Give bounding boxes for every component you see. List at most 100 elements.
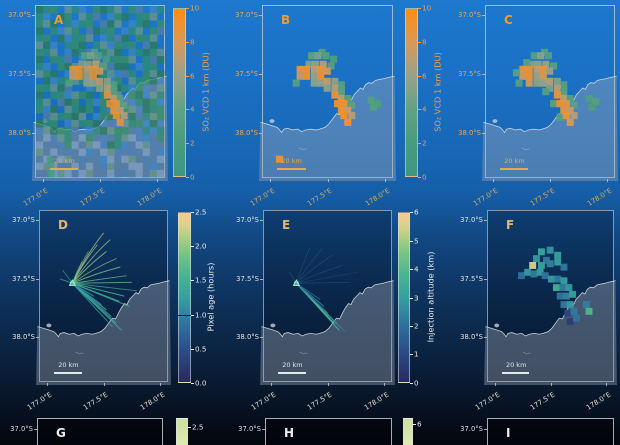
noise-pixel xyxy=(114,41,122,50)
panel-b-canvas xyxy=(259,48,396,181)
noise-pixel xyxy=(156,105,165,114)
data-pixel xyxy=(75,65,83,73)
noise-pixel xyxy=(128,6,136,14)
data-pixel xyxy=(534,60,542,68)
noise-pixel xyxy=(135,6,144,14)
noise-pixel xyxy=(149,134,158,142)
noise-pixel xyxy=(50,105,58,114)
noise-pixel xyxy=(107,27,115,35)
data-pixel xyxy=(563,292,570,300)
colorbar-tick-label: 10 xyxy=(190,3,200,13)
data-pixel xyxy=(96,77,104,85)
data-pixel xyxy=(46,163,55,171)
data-pixel xyxy=(103,84,111,92)
noise-pixel xyxy=(107,70,115,78)
noise-pixel xyxy=(128,155,136,164)
noise-pixel xyxy=(121,55,129,64)
cb-age: 2.5 2.0 1.5 1.0 0.5 0.0 xyxy=(178,208,206,388)
noise-pixel xyxy=(114,55,122,64)
lake-outline xyxy=(299,351,308,355)
noise-pixel xyxy=(128,134,136,142)
noise-pixel xyxy=(107,141,115,149)
data-pixel xyxy=(317,72,325,80)
colorbar-tick-label: 8 xyxy=(422,37,427,47)
noise-pixel xyxy=(78,20,87,28)
data-pixel xyxy=(588,103,596,111)
panel-letter-d: D xyxy=(58,218,69,232)
cb-g: 2.5 xyxy=(176,418,203,445)
noise-pixel xyxy=(78,41,87,50)
noise-pixel xyxy=(78,77,87,85)
noise-pixel xyxy=(36,20,44,28)
data-pixel xyxy=(322,52,330,60)
data-pixel xyxy=(533,79,541,87)
noise-pixel xyxy=(107,119,115,128)
colorbar-tick-mark xyxy=(418,143,421,145)
noise-pixel xyxy=(121,148,129,157)
noise-pixel xyxy=(57,155,65,164)
lon-tick-label: 178.0°E xyxy=(135,186,164,208)
noise-pixel xyxy=(36,84,44,92)
data-pixel xyxy=(565,284,573,292)
small-island xyxy=(269,119,275,123)
data-pixel xyxy=(310,65,318,73)
noise-pixel xyxy=(142,169,151,178)
noise-pixel xyxy=(100,112,108,121)
noise-pixel xyxy=(100,34,108,42)
data-pixel xyxy=(89,72,97,80)
lake-outline xyxy=(522,351,531,355)
noise-pixel xyxy=(57,162,65,171)
data-pixel xyxy=(532,255,540,263)
noise-pixel xyxy=(57,148,65,157)
data-pixel xyxy=(530,270,538,278)
data-pixel xyxy=(94,52,102,60)
noise-pixel xyxy=(128,48,136,57)
noise-pixel xyxy=(114,6,122,14)
noise-pixel xyxy=(156,55,165,64)
noise-pixel xyxy=(64,55,72,64)
data-pixel xyxy=(112,112,120,120)
land-area xyxy=(259,76,396,181)
noise-pixel xyxy=(149,70,158,78)
data-pixel xyxy=(562,112,570,120)
noise-pixel xyxy=(121,63,129,71)
colorbar-tick-label: 6 xyxy=(414,207,419,217)
data-pixel xyxy=(314,52,322,60)
noise-pixel xyxy=(121,134,129,142)
land-area xyxy=(482,76,618,181)
noise-pixel xyxy=(64,155,72,164)
lat-tick-mark xyxy=(482,133,485,135)
noise-pixel xyxy=(121,70,129,78)
lat-tick-label: 38.0°S xyxy=(235,129,258,138)
scale-bar-label: 20 km xyxy=(281,157,302,166)
lat-tick-mark xyxy=(36,220,39,222)
noise-pixel xyxy=(135,34,144,42)
noise-pixel xyxy=(50,141,58,149)
noise-pixel xyxy=(36,98,44,107)
lat-tick-label: 38.0°S xyxy=(12,333,35,342)
noise-pixel xyxy=(85,20,94,28)
noise-pixel xyxy=(71,127,80,135)
colorbar-tick-label: 3 xyxy=(414,293,419,302)
lat-tick-mark xyxy=(34,428,37,430)
data-pixel xyxy=(585,94,593,103)
noise-pixel xyxy=(149,127,158,135)
noise-pixel xyxy=(50,119,58,128)
lat-tick-mark xyxy=(260,278,263,280)
panel-e-map: E 20 km xyxy=(260,210,395,385)
noise-pixel xyxy=(78,34,87,42)
data-pixel xyxy=(560,81,568,89)
lat-tick-mark xyxy=(482,74,485,76)
noise-pixel xyxy=(92,13,101,21)
lat-tick-label: 38.0°S xyxy=(460,333,483,342)
noise-pixel xyxy=(57,34,65,42)
lon-tick-label: 177.0°E xyxy=(249,390,277,412)
noise-pixel xyxy=(100,84,108,92)
noise-pixel xyxy=(50,91,58,100)
noise-pixel xyxy=(50,77,58,85)
noise-pixel xyxy=(135,98,144,107)
data-pixel xyxy=(519,65,527,73)
noise-pixel xyxy=(142,77,151,85)
noise-pixel xyxy=(78,148,87,157)
